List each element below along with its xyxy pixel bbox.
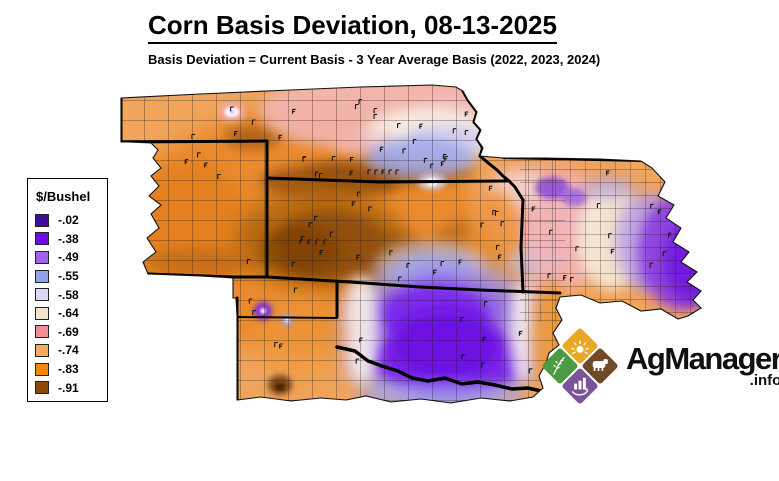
legend-swatch (35, 381, 49, 395)
legend-title: $/Bushel (36, 189, 91, 204)
legend-rows: -.02 -.38 -.49 -.55 -.58 -.64 -.69 -.74 -.83 -.91 (35, 211, 107, 397)
legend-label: -.91 (58, 380, 79, 395)
legend-item: -.55 (35, 267, 107, 286)
legend-item: -.69 (35, 323, 107, 342)
legend-item: -.64 (35, 304, 107, 323)
sun-icon (571, 340, 589, 355)
legend-swatch (35, 288, 49, 302)
legend-item: -.38 (35, 230, 107, 249)
legend-label: -.02 (58, 213, 79, 228)
legend-swatch (35, 343, 49, 357)
legend-label: -.38 (58, 231, 79, 246)
legend-item: -.74 (35, 341, 107, 360)
wheat-diamond (542, 348, 578, 384)
legend-item: -.83 (35, 360, 107, 379)
logo-diamond-icon (542, 328, 618, 404)
logo-tld: .info (749, 371, 779, 389)
chart-icon (571, 377, 589, 396)
legend-swatch (35, 306, 49, 320)
legend-label: -.58 (58, 287, 79, 302)
legend-swatch (35, 250, 49, 264)
legend-item: -.58 (35, 285, 107, 304)
legend-label: -.49 (58, 250, 79, 265)
legend-swatch (35, 232, 49, 246)
subtitle: Basis Deviation = Current Basis - 3 Year… (148, 52, 601, 67)
legend-label: -.69 (58, 324, 79, 339)
map-outline (120, 84, 702, 404)
page-title: Corn Basis Deviation, 08-13-2025 (148, 10, 557, 44)
cattle-icon (592, 359, 608, 371)
legend-item: -.91 (35, 378, 107, 397)
wheat-icon (553, 356, 565, 376)
legend-item: -.02 (35, 211, 107, 230)
legend-label: -.64 (58, 306, 79, 321)
state-borders (121, 89, 642, 402)
legend-swatch (35, 213, 49, 227)
agmanager-logo: AgManager .info (536, 322, 779, 410)
legend-swatch (35, 362, 49, 376)
legend: $/Bushel -.02 -.38 -.49 -.55 -.58 -.64 -.69 -.7… (27, 178, 108, 402)
legend-swatch (35, 269, 49, 283)
logo-wordmark: AgManager (626, 340, 779, 376)
elevator-markers (184, 99, 690, 374)
legend-swatch (35, 325, 49, 339)
legend-label: -.74 (58, 343, 79, 358)
legend-label: -.83 (58, 362, 79, 377)
legend-item: -.49 (35, 248, 107, 267)
legend-label: -.55 (58, 269, 79, 284)
